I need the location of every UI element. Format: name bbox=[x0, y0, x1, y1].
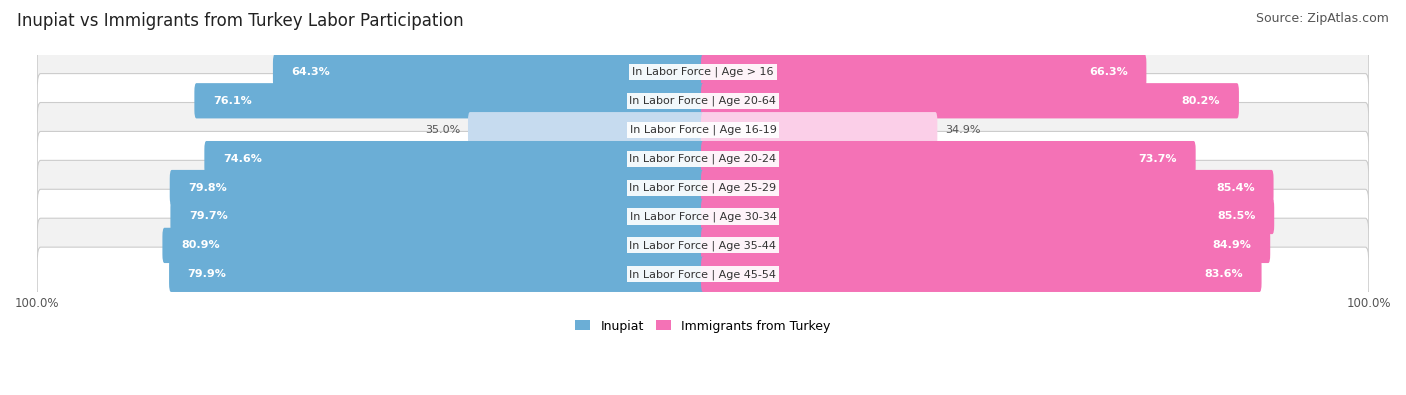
FancyBboxPatch shape bbox=[169, 257, 704, 292]
FancyBboxPatch shape bbox=[468, 112, 704, 147]
Text: 79.9%: 79.9% bbox=[188, 269, 226, 279]
Text: In Labor Force | Age 25-29: In Labor Force | Age 25-29 bbox=[630, 182, 776, 193]
Text: 85.5%: 85.5% bbox=[1218, 211, 1256, 222]
Text: Source: ZipAtlas.com: Source: ZipAtlas.com bbox=[1256, 12, 1389, 25]
Text: 35.0%: 35.0% bbox=[425, 125, 460, 135]
FancyBboxPatch shape bbox=[37, 132, 1369, 186]
FancyBboxPatch shape bbox=[702, 228, 1270, 263]
Text: 80.9%: 80.9% bbox=[181, 241, 219, 250]
Text: In Labor Force | Age 20-24: In Labor Force | Age 20-24 bbox=[630, 153, 776, 164]
Text: 64.3%: 64.3% bbox=[291, 67, 330, 77]
FancyBboxPatch shape bbox=[702, 112, 938, 147]
FancyBboxPatch shape bbox=[163, 228, 704, 263]
FancyBboxPatch shape bbox=[204, 141, 704, 176]
Text: In Labor Force | Age 30-34: In Labor Force | Age 30-34 bbox=[630, 211, 776, 222]
FancyBboxPatch shape bbox=[37, 218, 1369, 273]
FancyBboxPatch shape bbox=[194, 83, 704, 118]
Text: 66.3%: 66.3% bbox=[1090, 67, 1128, 77]
Text: Inupiat vs Immigrants from Turkey Labor Participation: Inupiat vs Immigrants from Turkey Labor … bbox=[17, 12, 464, 30]
FancyBboxPatch shape bbox=[702, 257, 1261, 292]
Text: 85.4%: 85.4% bbox=[1216, 182, 1256, 192]
Legend: Inupiat, Immigrants from Turkey: Inupiat, Immigrants from Turkey bbox=[571, 315, 835, 338]
Text: 74.6%: 74.6% bbox=[224, 154, 262, 164]
Text: 34.9%: 34.9% bbox=[945, 125, 981, 135]
FancyBboxPatch shape bbox=[37, 45, 1369, 99]
FancyBboxPatch shape bbox=[702, 141, 1195, 176]
Text: 80.2%: 80.2% bbox=[1182, 96, 1220, 106]
Text: In Labor Force | Age 35-44: In Labor Force | Age 35-44 bbox=[630, 240, 776, 251]
FancyBboxPatch shape bbox=[702, 199, 1274, 234]
Text: 76.1%: 76.1% bbox=[212, 96, 252, 106]
FancyBboxPatch shape bbox=[702, 83, 1239, 118]
FancyBboxPatch shape bbox=[702, 54, 1146, 90]
FancyBboxPatch shape bbox=[702, 170, 1274, 205]
FancyBboxPatch shape bbox=[170, 199, 704, 234]
Text: In Labor Force | Age 16-19: In Labor Force | Age 16-19 bbox=[630, 124, 776, 135]
Text: In Labor Force | Age > 16: In Labor Force | Age > 16 bbox=[633, 67, 773, 77]
FancyBboxPatch shape bbox=[37, 247, 1369, 301]
Text: In Labor Force | Age 20-64: In Labor Force | Age 20-64 bbox=[630, 96, 776, 106]
Text: 79.8%: 79.8% bbox=[188, 182, 228, 192]
FancyBboxPatch shape bbox=[273, 54, 704, 90]
Text: 84.9%: 84.9% bbox=[1213, 241, 1251, 250]
Text: 73.7%: 73.7% bbox=[1139, 154, 1177, 164]
FancyBboxPatch shape bbox=[37, 103, 1369, 157]
Text: 83.6%: 83.6% bbox=[1205, 269, 1243, 279]
FancyBboxPatch shape bbox=[170, 170, 704, 205]
Text: 79.7%: 79.7% bbox=[188, 211, 228, 222]
FancyBboxPatch shape bbox=[37, 160, 1369, 215]
FancyBboxPatch shape bbox=[37, 73, 1369, 128]
FancyBboxPatch shape bbox=[37, 189, 1369, 244]
Text: In Labor Force | Age 45-54: In Labor Force | Age 45-54 bbox=[630, 269, 776, 280]
